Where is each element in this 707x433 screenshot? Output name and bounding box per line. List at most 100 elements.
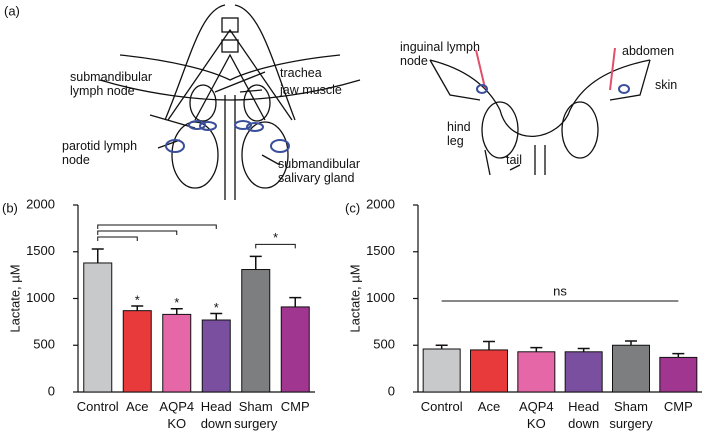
error-bar (91, 248, 104, 263)
y-axis-label: Lactate, µM (347, 264, 362, 332)
trachea-shape (224, 95, 236, 200)
bar (659, 356, 698, 393)
bar (422, 348, 461, 393)
error-bar (289, 296, 302, 307)
y-tick-label: 0 (48, 383, 55, 398)
bar (517, 351, 556, 393)
y-tick-label: 500 (373, 337, 395, 352)
significance-label: * (214, 300, 219, 315)
significance-bracket (97, 224, 217, 229)
x-tick-label: Head down (200, 399, 232, 431)
bar (612, 344, 650, 393)
y-tick-label: 1500 (26, 243, 55, 258)
bar (241, 269, 271, 393)
diagram-label: tail (506, 153, 522, 167)
salivary-gland (241, 121, 289, 189)
x-tick-label: CMP (663, 399, 693, 414)
diagram-label: submandibular salivary gland (278, 157, 360, 185)
significance-bracket (97, 230, 178, 235)
diagram-label: jaw muscle (280, 83, 342, 97)
y-tick-label: 500 (33, 337, 55, 352)
lymph-node (199, 121, 217, 131)
error-bar (483, 340, 495, 350)
x-tick-label: AQP4 KO (159, 399, 195, 431)
error-bar (672, 352, 685, 358)
panel-label: (c) (345, 200, 360, 215)
error-bar (210, 312, 223, 321)
lymph-node (270, 139, 290, 153)
error-bar (625, 340, 637, 346)
diagram-label: abdomen (622, 44, 675, 58)
jaw-inner (194, 53, 266, 121)
lymph-nodes (165, 84, 630, 153)
diagram-label: skin (655, 78, 678, 92)
panel-label: (a) (4, 3, 20, 18)
x-tick-label: Ace (126, 399, 149, 414)
lymph-node (618, 84, 630, 94)
y-tick-label: 1500 (366, 243, 395, 258)
error-bar (249, 255, 262, 270)
x-tick-label: Sham surgery (234, 399, 278, 431)
significance-label: * (273, 230, 278, 245)
x-tick-label: Head down (568, 399, 600, 431)
significance-label: ns (553, 283, 567, 298)
tongue (221, 17, 239, 33)
diagram-label: parotid lymph node (62, 139, 138, 167)
y-axis-label: Lactate, µM (7, 264, 22, 332)
bar (162, 313, 192, 393)
leader-lines (149, 71, 281, 166)
muscle (189, 84, 217, 122)
lymph-node (234, 120, 252, 130)
error-bar (577, 347, 590, 352)
lymph-node (246, 122, 264, 132)
significance-label: * (174, 295, 179, 310)
jaw-line (119, 54, 341, 81)
lymph-node (165, 139, 185, 153)
y-tick-label: 2000 (26, 196, 55, 211)
jaw-outline (167, 28, 293, 121)
diagram-label: trachea (280, 66, 322, 80)
neck-line (99, 79, 361, 101)
x-tick-label: Sham surgery (609, 399, 653, 431)
lymph-node (188, 120, 206, 130)
y-tick-label: 2000 (366, 196, 395, 211)
x-tick-label: AQP4 KO (518, 399, 554, 431)
bar (122, 310, 152, 393)
diagram-label: inguinal lymph node (400, 40, 480, 68)
error-bar (530, 346, 543, 352)
significance-label: * (135, 292, 140, 307)
anatomy-drawing (99, 4, 651, 200)
muscle (243, 84, 271, 122)
vessel (475, 47, 616, 91)
bar (201, 319, 231, 393)
x-tick-label: Ace (477, 399, 501, 414)
lymph-node (476, 84, 488, 94)
tongue (221, 39, 239, 53)
panel-label: (b) (2, 200, 18, 215)
y-tick-label: 0 (388, 383, 395, 398)
y-tick-label: 1000 (26, 290, 55, 305)
significance-bracket (97, 236, 138, 241)
bar (83, 262, 113, 393)
x-tick-label: Control (420, 399, 463, 414)
head-outline (164, 4, 296, 121)
diagram-label: hind leg (447, 120, 471, 148)
tail-lines (484, 145, 546, 176)
salivary-gland (171, 121, 219, 189)
significance-bracket (255, 243, 296, 249)
x-tick-label: CMP (280, 399, 310, 414)
error-bar (435, 344, 448, 349)
x-tick-label: Control (76, 399, 119, 414)
bar (470, 349, 508, 393)
skin-outline (429, 59, 651, 101)
bar (564, 351, 603, 393)
diagram-label: submandibular lymph node (70, 70, 152, 98)
error-bar (131, 305, 144, 311)
bar (280, 306, 310, 393)
leg (481, 101, 519, 159)
y-tick-label: 1000 (366, 290, 395, 305)
leg (561, 101, 599, 159)
error-bar (170, 308, 183, 315)
